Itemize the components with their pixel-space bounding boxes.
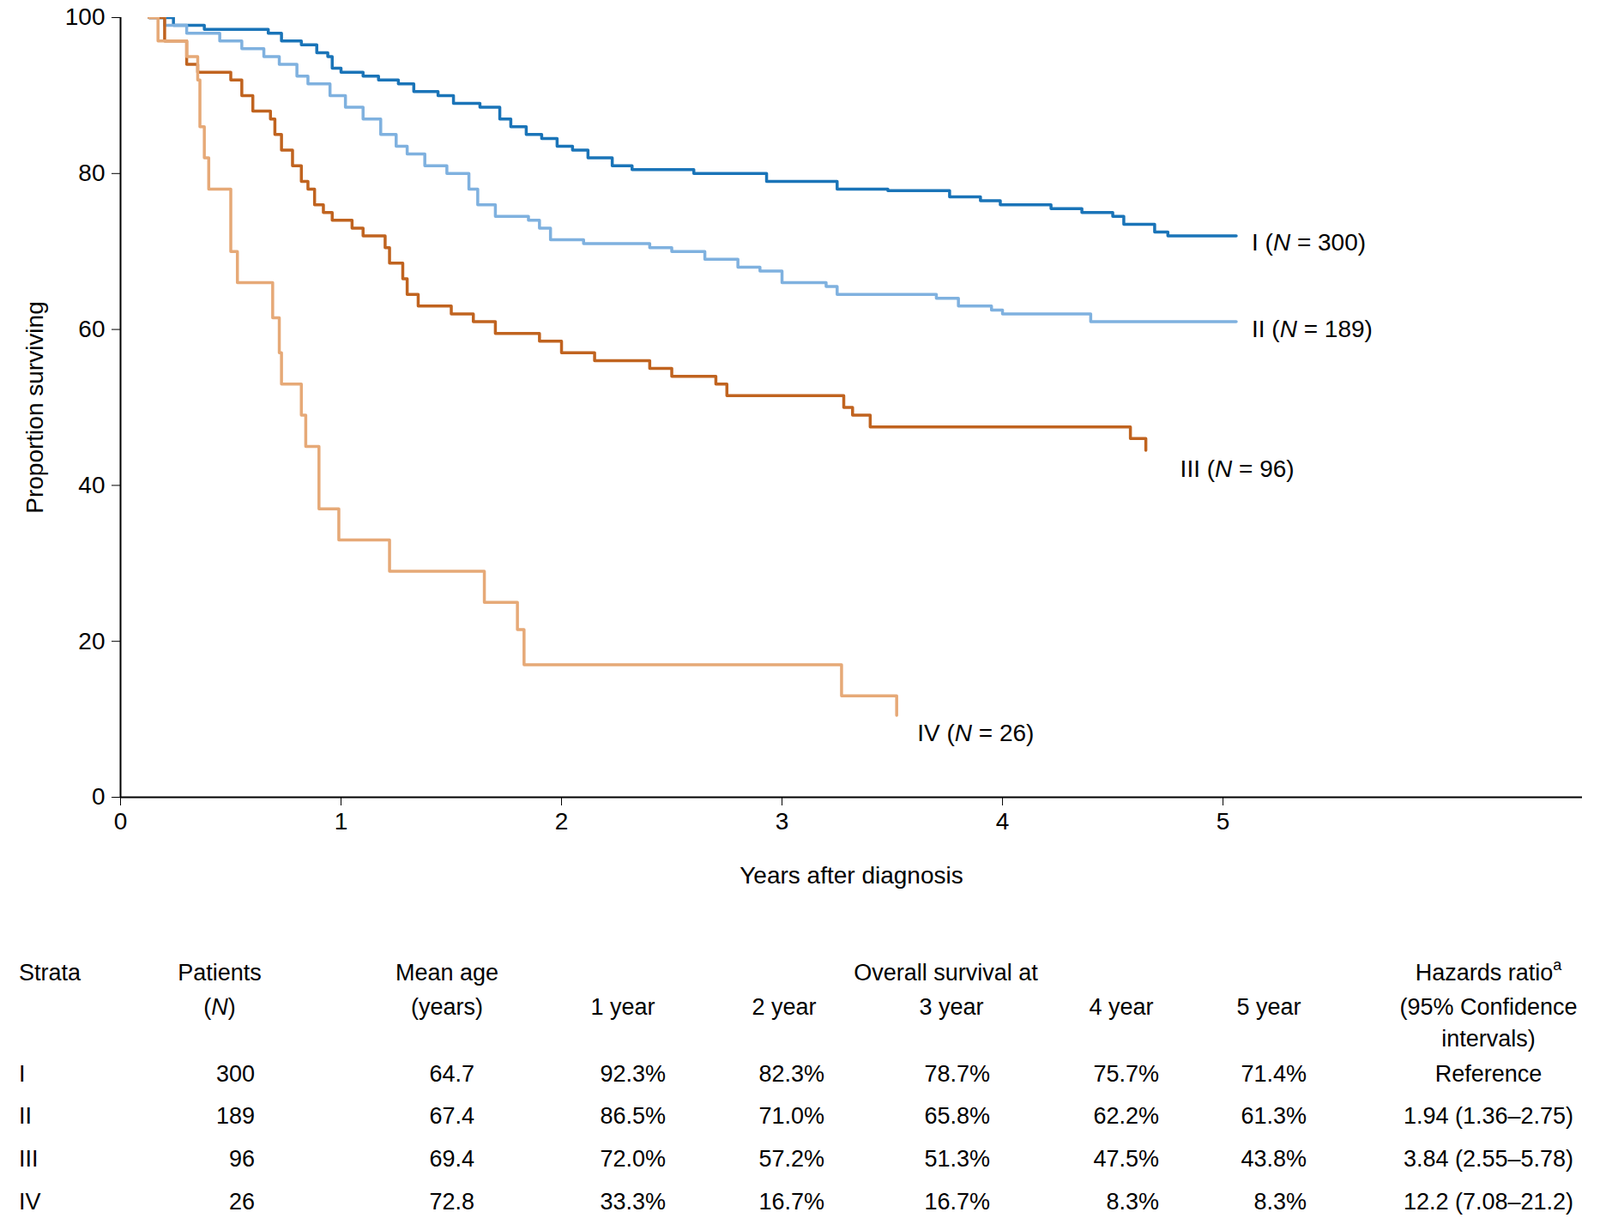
svg-text:III (N = 96): III (N = 96) bbox=[1180, 455, 1295, 483]
svg-text:71.0%: 71.0% bbox=[758, 1103, 825, 1130]
svg-text:4: 4 bbox=[996, 808, 1010, 835]
svg-text:(N): (N) bbox=[203, 994, 236, 1021]
svg-text:4 year: 4 year bbox=[1088, 994, 1154, 1021]
svg-text:Patients: Patients bbox=[177, 960, 262, 986]
svg-text:78.7%: 78.7% bbox=[923, 1061, 991, 1087]
svg-text:86.5%: 86.5% bbox=[599, 1103, 666, 1130]
svg-text:1 year: 1 year bbox=[590, 994, 655, 1021]
svg-text:Hazards ratioa: Hazards ratioa bbox=[1415, 956, 1564, 986]
svg-text:IV (N = 26): IV (N = 26) bbox=[917, 719, 1034, 747]
svg-text:8.3%: 8.3% bbox=[1105, 1189, 1160, 1215]
svg-text:26: 26 bbox=[229, 1189, 255, 1215]
svg-text:1.94 (1.36–2.75): 1.94 (1.36–2.75) bbox=[1403, 1103, 1574, 1130]
svg-text:5 year: 5 year bbox=[1236, 994, 1301, 1021]
svg-text:69.4: 69.4 bbox=[428, 1146, 475, 1172]
svg-text:0: 0 bbox=[114, 808, 128, 835]
svg-text:2: 2 bbox=[555, 808, 569, 835]
svg-text:40: 40 bbox=[78, 471, 105, 499]
svg-text:8.3%: 8.3% bbox=[1253, 1189, 1307, 1215]
svg-text:71.4%: 71.4% bbox=[1240, 1061, 1307, 1087]
svg-text:65.8%: 65.8% bbox=[923, 1103, 991, 1130]
svg-text:0: 0 bbox=[91, 783, 106, 810]
svg-text:Strata: Strata bbox=[18, 960, 82, 986]
svg-text:16.7%: 16.7% bbox=[923, 1189, 991, 1215]
svg-text:75.7%: 75.7% bbox=[1092, 1061, 1160, 1087]
svg-text:57.2%: 57.2% bbox=[758, 1146, 825, 1172]
svg-text:(years): (years) bbox=[410, 994, 484, 1021]
svg-text:I: I bbox=[18, 1061, 26, 1087]
svg-text:Overall survival at: Overall survival at bbox=[853, 960, 1039, 986]
svg-text:3 year: 3 year bbox=[918, 994, 984, 1021]
svg-text:82.3%: 82.3% bbox=[758, 1061, 825, 1087]
svg-text:20: 20 bbox=[78, 627, 105, 655]
svg-text:16.7%: 16.7% bbox=[758, 1189, 825, 1215]
svg-text:67.4: 67.4 bbox=[428, 1103, 475, 1130]
svg-text:IV: IV bbox=[18, 1189, 42, 1215]
svg-text:III: III bbox=[18, 1146, 39, 1172]
svg-text:3: 3 bbox=[775, 808, 790, 835]
svg-text:189: 189 bbox=[216, 1103, 255, 1130]
svg-text:Reference: Reference bbox=[1435, 1061, 1543, 1087]
svg-text:60: 60 bbox=[78, 315, 105, 343]
svg-text:64.7: 64.7 bbox=[428, 1061, 475, 1087]
svg-text:I (N = 300): I (N = 300) bbox=[1251, 229, 1366, 256]
svg-text:100: 100 bbox=[65, 3, 106, 31]
svg-text:62.2%: 62.2% bbox=[1092, 1103, 1160, 1130]
svg-text:33.3%: 33.3% bbox=[599, 1189, 666, 1215]
svg-text:Proportion surviving: Proportion surviving bbox=[21, 301, 49, 514]
svg-text:5: 5 bbox=[1216, 808, 1231, 835]
svg-text:80: 80 bbox=[78, 159, 105, 187]
svg-text:300: 300 bbox=[216, 1061, 255, 1087]
svg-text:12.2 (7.08–21.2): 12.2 (7.08–21.2) bbox=[1403, 1189, 1574, 1215]
svg-text:92.3%: 92.3% bbox=[599, 1061, 666, 1087]
svg-text:96: 96 bbox=[229, 1146, 255, 1172]
svg-text:II (N = 189): II (N = 189) bbox=[1251, 315, 1373, 343]
svg-text:1: 1 bbox=[334, 808, 349, 835]
svg-text:47.5%: 47.5% bbox=[1092, 1146, 1160, 1172]
svg-text:Mean age: Mean age bbox=[395, 960, 499, 986]
svg-text:72.8: 72.8 bbox=[428, 1189, 475, 1215]
svg-text:Years after diagnosis: Years after diagnosis bbox=[739, 862, 963, 889]
svg-text:II: II bbox=[18, 1103, 32, 1130]
svg-text:61.3%: 61.3% bbox=[1240, 1103, 1307, 1130]
svg-text:51.3%: 51.3% bbox=[923, 1146, 991, 1172]
svg-text:43.8%: 43.8% bbox=[1240, 1146, 1307, 1172]
svg-text:(95% Confidence: (95% Confidence bbox=[1399, 994, 1577, 1021]
svg-text:3.84 (2.55–5.78): 3.84 (2.55–5.78) bbox=[1403, 1146, 1574, 1172]
svg-text:2 year: 2 year bbox=[751, 994, 816, 1021]
svg-text:intervals): intervals) bbox=[1441, 1026, 1536, 1052]
svg-text:72.0%: 72.0% bbox=[599, 1146, 666, 1172]
